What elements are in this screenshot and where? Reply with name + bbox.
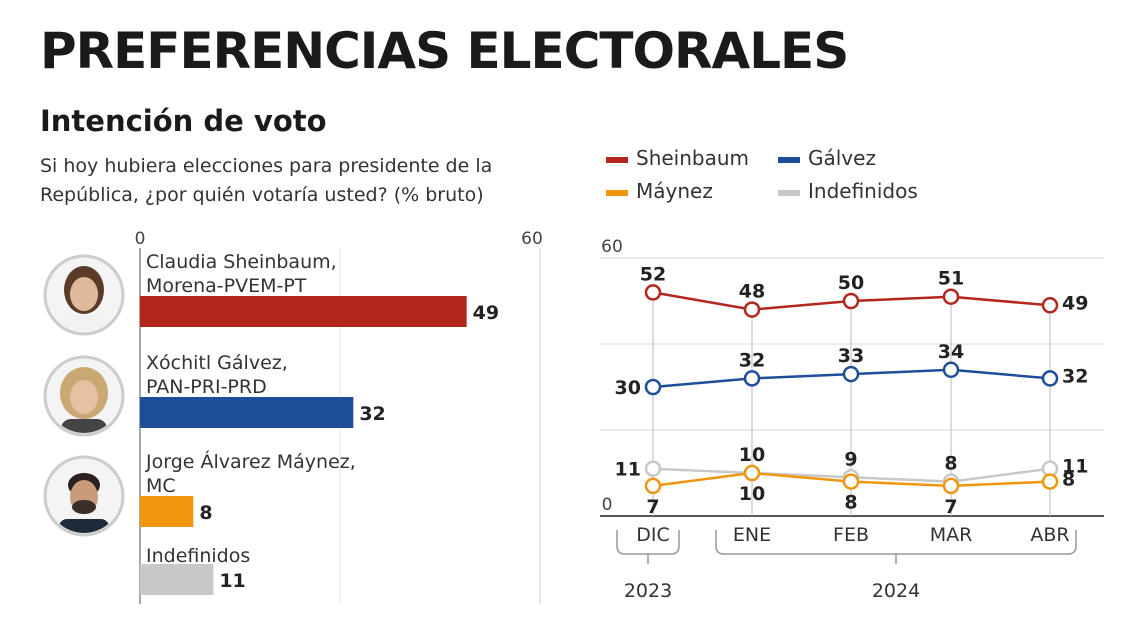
bar-category-label: PAN-PRI-PRD xyxy=(146,376,267,398)
data-label: 9 xyxy=(844,448,857,470)
bar-value-label: 11 xyxy=(219,570,245,592)
data-label: 49 xyxy=(1062,292,1088,314)
data-label: 30 xyxy=(615,377,641,399)
bar xyxy=(140,397,354,428)
bar xyxy=(140,496,194,527)
data-label: 8 xyxy=(944,453,957,475)
x-tick-label: DIC xyxy=(636,524,670,546)
data-label: 33 xyxy=(838,345,864,367)
series-point xyxy=(1041,473,1059,490)
bar-category-label: Morena-PVEM-PT xyxy=(146,275,307,297)
chart-subtitle: Intención de voto xyxy=(40,104,327,138)
bar-category-label: Claudia Sheinbaum, xyxy=(146,251,337,273)
data-label: 7 xyxy=(944,496,957,518)
series-point xyxy=(644,477,662,495)
data-label: 48 xyxy=(739,281,765,303)
legend-label: Indefinidos xyxy=(808,179,918,203)
galvez-photo xyxy=(43,355,125,437)
data-label: 10 xyxy=(739,483,765,505)
bar-category-label: MC xyxy=(146,475,176,497)
series-point xyxy=(842,473,860,490)
bar-value-label: 32 xyxy=(359,403,385,425)
series-point xyxy=(743,301,761,318)
series-point xyxy=(743,464,761,482)
legend-swatch xyxy=(778,157,800,163)
series-point xyxy=(644,284,662,301)
series-point xyxy=(842,365,860,383)
series-point xyxy=(1041,297,1059,314)
legend-label: Máynez xyxy=(636,179,713,203)
legend-swatch xyxy=(778,190,800,196)
data-label: 8 xyxy=(1062,469,1075,491)
x-tick-label: FEB xyxy=(833,524,869,546)
series-point xyxy=(842,292,860,310)
bar-category-label: Xóchitl Gálvez, xyxy=(146,352,288,374)
series-point xyxy=(1041,370,1059,387)
y-tick-label: 0 xyxy=(602,495,613,515)
x-tick-label: ABR xyxy=(1030,524,1069,546)
bar xyxy=(140,296,467,327)
series-point xyxy=(942,477,960,495)
bar xyxy=(140,564,214,595)
data-label: 11 xyxy=(1062,456,1088,478)
bar-category-label: Indefinidos xyxy=(146,545,250,567)
legend-swatch xyxy=(606,157,628,163)
bar-chart: 0 60 Claudia Sheinbaum,Morena-PVEM-PT 49 Xóc… xyxy=(135,229,543,604)
bar-value-label: 8 xyxy=(199,502,212,524)
series-point xyxy=(942,361,960,379)
data-label: 8 xyxy=(844,492,857,514)
year-label: 2023 xyxy=(624,580,672,602)
bar-tick-label: 0 xyxy=(135,229,146,249)
bar-tick-label: 60 xyxy=(521,229,543,249)
sheinbaum-photo xyxy=(43,254,125,336)
legend-label: Gálvez xyxy=(808,146,876,170)
data-label: 52 xyxy=(640,263,666,285)
page-title: PREFERENCIAS ELECTORALES xyxy=(40,22,849,80)
survey-question: Si hoy hubiera elecciones para president… xyxy=(40,155,493,206)
bar-value-label: 49 xyxy=(473,302,499,324)
data-label: 51 xyxy=(938,268,964,290)
maynez-photo xyxy=(43,455,125,537)
data-label: 10 xyxy=(739,444,765,466)
data-label: 11 xyxy=(615,459,641,481)
legend-swatch xyxy=(606,190,628,196)
y-tick-label: 60 xyxy=(601,237,623,257)
data-label: 32 xyxy=(1062,365,1088,387)
series-point xyxy=(644,460,662,477)
bar-category-label: Jorge Álvarez Máynez, xyxy=(145,450,356,473)
x-tick-label: MAR xyxy=(930,524,973,546)
data-label: 34 xyxy=(938,341,964,363)
year-label: 2024 xyxy=(872,580,920,602)
series-point xyxy=(743,370,761,387)
series-point xyxy=(942,288,960,305)
data-label: 50 xyxy=(838,272,864,294)
x-tick-label: ENE xyxy=(733,524,771,546)
legend-label: Sheinbaum xyxy=(636,146,749,170)
data-label: 32 xyxy=(739,349,765,371)
data-label: 7 xyxy=(646,496,659,518)
series-point xyxy=(644,378,662,396)
